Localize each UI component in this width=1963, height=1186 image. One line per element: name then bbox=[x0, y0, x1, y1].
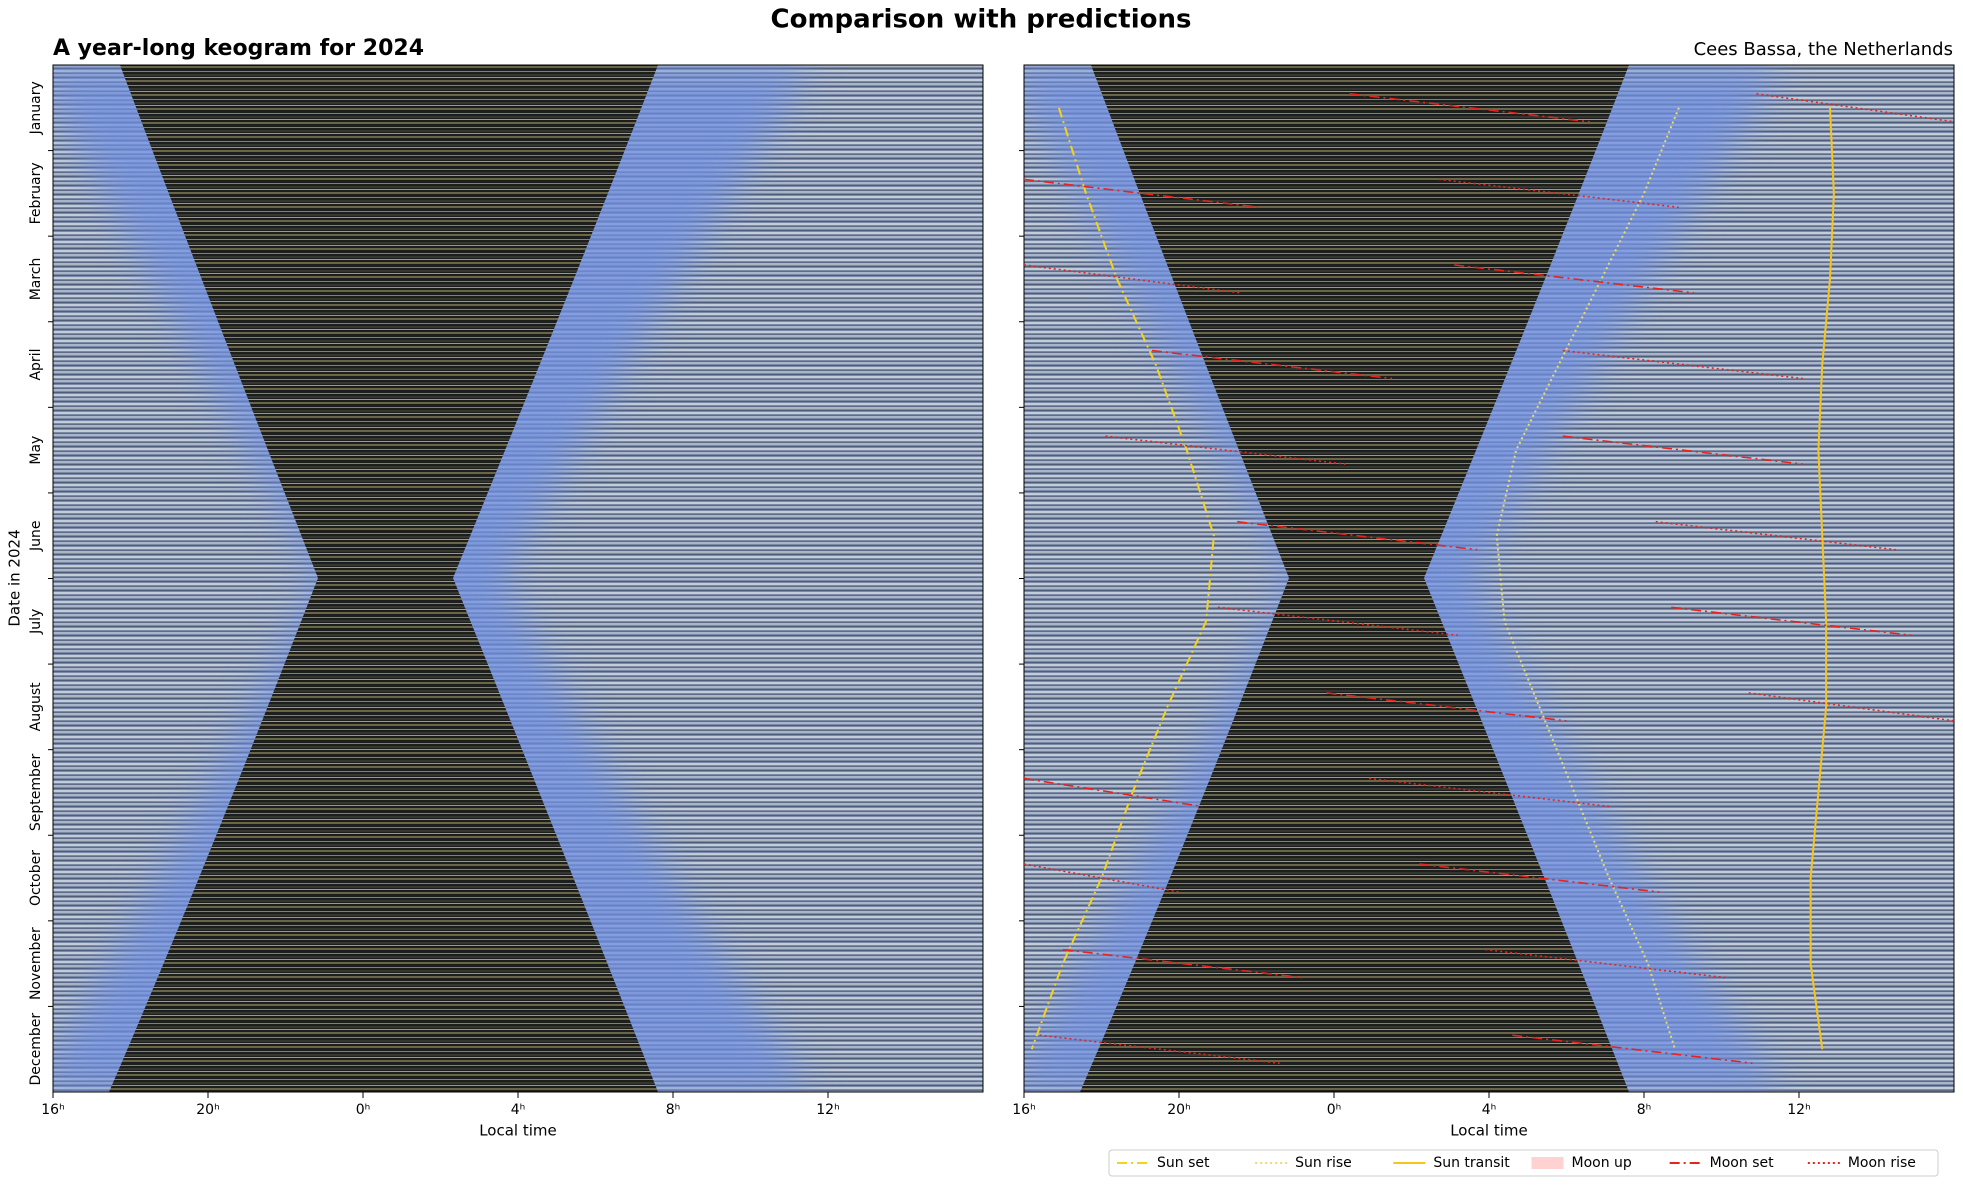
y-tick-label: November bbox=[28, 927, 44, 1000]
moon-segment bbox=[1438, 178, 1679, 209]
y-tick-label: August bbox=[28, 682, 44, 732]
x-tick-label: 12ʰ bbox=[1787, 1102, 1810, 1118]
moon-segment bbox=[1217, 606, 1458, 637]
moon-segment bbox=[1562, 435, 1803, 465]
y-axis-label: Date in 2024 bbox=[6, 529, 24, 626]
sun-curve bbox=[1809, 107, 1835, 1050]
moon-segment bbox=[1237, 520, 1478, 551]
moon-segment bbox=[1062, 948, 1303, 979]
moon-segment bbox=[1368, 777, 1610, 808]
y-tick-label: April bbox=[28, 349, 44, 381]
moon-segment bbox=[1756, 92, 1955, 123]
moon-segment bbox=[1419, 863, 1660, 893]
moon-segment bbox=[1349, 92, 1590, 123]
moon-segment bbox=[1023, 863, 1180, 893]
y-tick-label: October bbox=[28, 850, 44, 906]
moon-segment bbox=[1562, 349, 1803, 380]
legend-label: Moon rise bbox=[1848, 1155, 1916, 1171]
x-tick-label: 4ʰ bbox=[511, 1102, 526, 1118]
moon-segment bbox=[1151, 349, 1393, 380]
figure-title: Comparison with predictions bbox=[771, 5, 1192, 35]
panel-subtitle: Cees Bassa, the Netherlands bbox=[1694, 39, 1953, 60]
y-tick-label: September bbox=[28, 754, 44, 832]
moon-segment bbox=[1039, 1034, 1280, 1065]
moon-segment bbox=[1023, 264, 1241, 294]
legend-swatch bbox=[1531, 1157, 1564, 1169]
legend-label: Sun rise bbox=[1295, 1155, 1352, 1171]
y-tick-label: February bbox=[28, 162, 44, 224]
moon-segment bbox=[1671, 606, 1912, 637]
legend: Sun set Sun rise Sun transit Moon up Moon se… bbox=[1108, 1149, 1939, 1177]
moon-segment bbox=[1655, 520, 1896, 551]
moon-segment bbox=[1105, 435, 1346, 465]
y-tick-label: March bbox=[28, 258, 44, 301]
moon-segment bbox=[1485, 948, 1726, 979]
x-tick-label: 4ʰ bbox=[1482, 1102, 1497, 1118]
legend-label: Moon up bbox=[1572, 1155, 1632, 1171]
y-tick-label: December bbox=[28, 1013, 44, 1086]
x-tick-label: 16ʰ bbox=[1012, 1102, 1035, 1118]
x-tick-label: 8ʰ bbox=[666, 1102, 681, 1118]
moon-segment bbox=[1326, 692, 1567, 722]
x-tick-label: 20ʰ bbox=[1167, 1102, 1190, 1118]
x-tick-label: 16ʰ bbox=[41, 1102, 64, 1118]
y-tick-label: January bbox=[28, 81, 44, 135]
y-tick-label: May bbox=[28, 436, 44, 465]
moon-segment bbox=[1512, 1034, 1753, 1065]
x-tick-label: 0ʰ bbox=[356, 1102, 371, 1118]
x-axis-label: Local time bbox=[479, 1122, 557, 1140]
x-tick-label: 8ʰ bbox=[1637, 1102, 1652, 1118]
x-tick-label: 20ʰ bbox=[196, 1102, 219, 1118]
legend-label: Sun transit bbox=[1433, 1155, 1510, 1171]
legend-label: Moon set bbox=[1710, 1155, 1774, 1171]
sun-curve bbox=[1030, 107, 1215, 1050]
x-axis-label: Local time bbox=[1450, 1122, 1528, 1140]
sun-curve bbox=[1495, 107, 1680, 1050]
x-tick-label: 0ʰ bbox=[1327, 1102, 1342, 1118]
y-tick-label: June bbox=[28, 520, 44, 552]
keogram-image bbox=[33, 65, 983, 1092]
legend-frame bbox=[1108, 1149, 1939, 1177]
panel-title: A year-long keogram for 2024 bbox=[53, 36, 424, 61]
legend-label: Sun set bbox=[1157, 1155, 1210, 1171]
moon-segment bbox=[1454, 264, 1695, 294]
y-tick-label: July bbox=[28, 609, 44, 635]
x-tick-label: 12ʰ bbox=[816, 1102, 839, 1118]
